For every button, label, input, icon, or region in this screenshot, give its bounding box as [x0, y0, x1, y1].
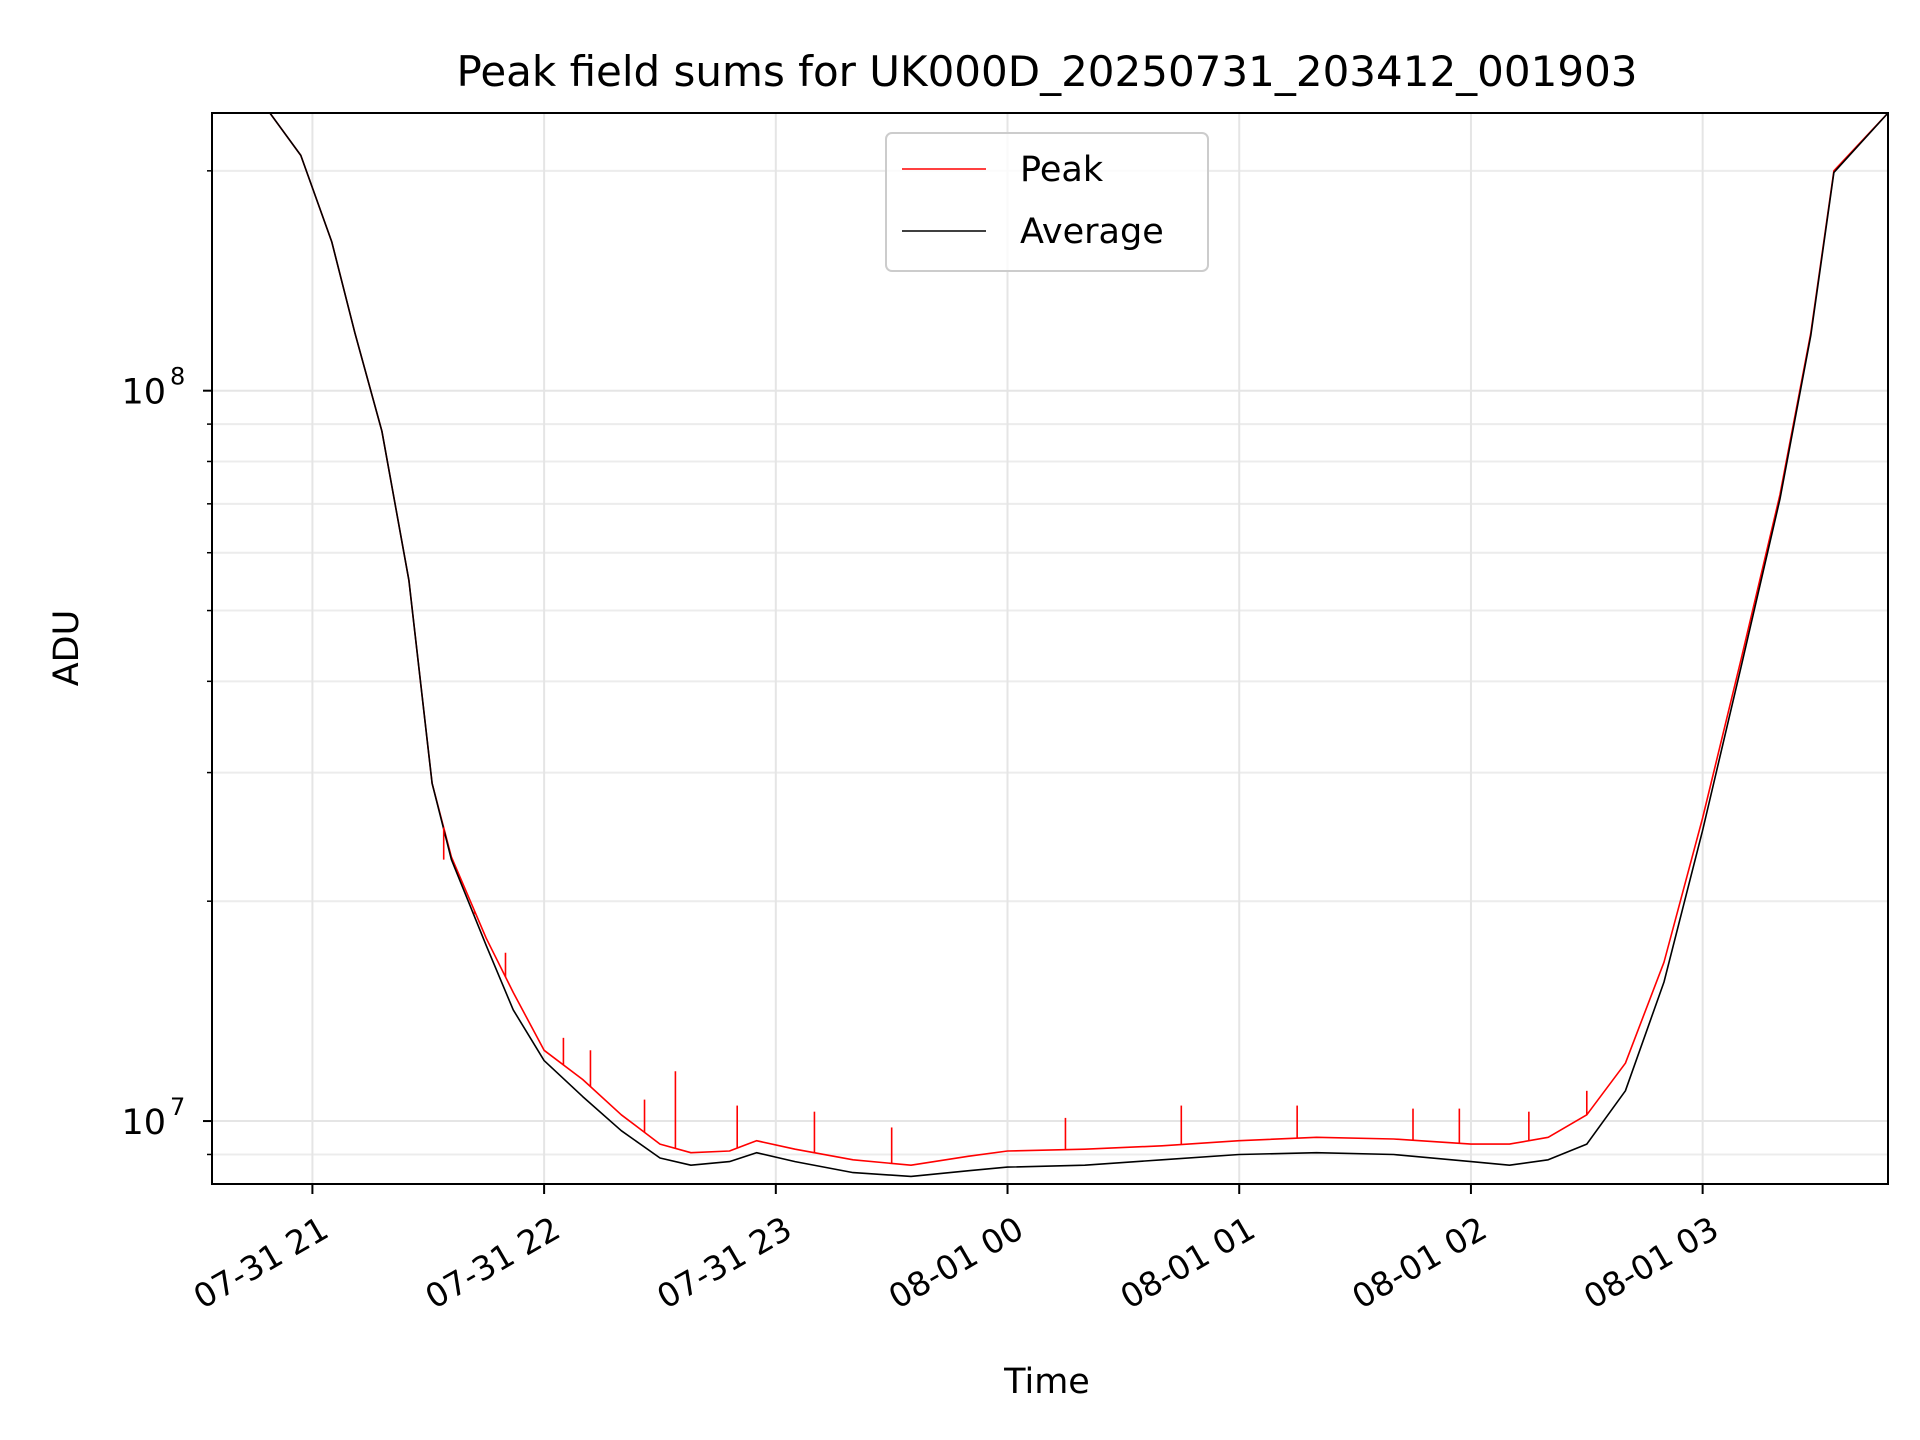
y-axis-label: ADU	[47, 610, 87, 687]
legend: Peak Average	[885, 132, 1209, 272]
y-tick-label-exponent: 8	[170, 363, 185, 391]
y-tick-label: 10	[121, 1103, 166, 1143]
legend-box	[885, 132, 1209, 272]
series-layer	[212, 112, 1889, 1178]
plot-frame	[211, 112, 1889, 1185]
legend-average-label: Average	[1020, 212, 1164, 252]
y-tick-label-exponent: 7	[170, 1093, 185, 1121]
y-tick-label: 10	[121, 373, 166, 413]
grid	[212, 113, 1888, 1184]
legend-peak-label: Peak	[1020, 150, 1104, 190]
chart-title: Peak field sums for UK000D_20250731_2034…	[456, 47, 1637, 96]
x-axis-label: Time	[1003, 1362, 1090, 1402]
series-average-line	[212, 112, 1889, 1178]
